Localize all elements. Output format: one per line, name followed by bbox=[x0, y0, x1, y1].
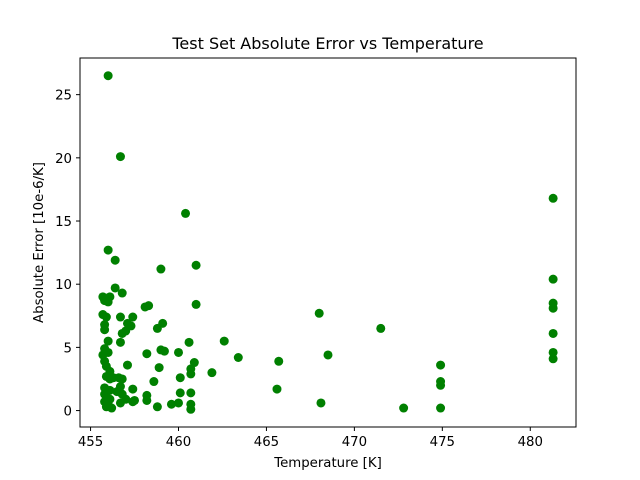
data-point bbox=[184, 337, 194, 347]
data-point bbox=[186, 369, 196, 379]
data-point bbox=[110, 255, 120, 265]
data-point bbox=[186, 388, 196, 398]
data-point bbox=[117, 288, 127, 298]
data-point bbox=[152, 402, 162, 412]
x-tick-label: 455 bbox=[78, 435, 103, 450]
data-point bbox=[144, 301, 154, 311]
y-tick-label: 5 bbox=[64, 341, 72, 356]
data-point bbox=[376, 323, 386, 333]
data-point bbox=[126, 321, 136, 331]
x-tick-label: 470 bbox=[342, 435, 367, 450]
data-point bbox=[110, 283, 120, 293]
y-tick-label: 15 bbox=[55, 215, 72, 230]
data-point bbox=[233, 353, 243, 362]
data-point bbox=[142, 395, 152, 405]
x-tick-label: 460 bbox=[166, 435, 191, 450]
plot-frame bbox=[79, 57, 577, 428]
data-point bbox=[101, 312, 111, 322]
data-point bbox=[117, 374, 127, 384]
data-point bbox=[174, 347, 183, 357]
x-axis-label: Temperature [K] bbox=[273, 456, 382, 471]
x-tick-label: 475 bbox=[430, 435, 455, 450]
data-point bbox=[186, 404, 196, 414]
points-layer bbox=[98, 71, 558, 414]
data-point bbox=[548, 303, 558, 313]
data-point bbox=[207, 368, 217, 378]
data-point bbox=[103, 71, 113, 81]
data-point bbox=[107, 403, 117, 413]
data-point bbox=[122, 360, 132, 370]
chart-title: Test Set Absolute Error vs Temperature bbox=[171, 34, 483, 53]
data-point bbox=[191, 260, 201, 270]
x-axis-ticks: 455 460 465 470 475 480 bbox=[78, 427, 543, 450]
data-point bbox=[166, 399, 176, 409]
data-point bbox=[274, 356, 284, 366]
data-point bbox=[115, 312, 125, 322]
data-point bbox=[436, 403, 446, 413]
data-point bbox=[128, 397, 138, 407]
y-tick-label: 0 bbox=[64, 405, 72, 420]
data-point bbox=[100, 325, 110, 335]
data-point bbox=[128, 312, 138, 322]
data-point bbox=[159, 346, 169, 356]
y-tick-label: 10 bbox=[55, 278, 72, 293]
data-point bbox=[316, 398, 326, 408]
data-point bbox=[548, 274, 558, 284]
data-point bbox=[103, 336, 113, 346]
data-point bbox=[115, 337, 125, 347]
data-point bbox=[154, 363, 164, 373]
y-tick-label: 25 bbox=[55, 89, 72, 104]
data-point bbox=[149, 377, 159, 387]
data-point bbox=[548, 328, 558, 338]
y-tick-label: 20 bbox=[55, 152, 72, 167]
data-point bbox=[128, 384, 138, 394]
data-point bbox=[399, 403, 409, 413]
data-point bbox=[175, 373, 185, 383]
data-point bbox=[436, 380, 446, 390]
x-tick-label: 480 bbox=[518, 435, 543, 450]
data-point bbox=[158, 318, 168, 328]
data-point bbox=[323, 350, 333, 360]
data-point bbox=[548, 347, 558, 357]
data-point bbox=[174, 398, 183, 408]
data-point bbox=[142, 349, 152, 359]
data-point bbox=[115, 152, 125, 162]
x-tick-label: 465 bbox=[254, 435, 279, 450]
data-point bbox=[103, 245, 113, 255]
data-point bbox=[272, 384, 282, 394]
data-point bbox=[548, 193, 558, 203]
data-point bbox=[156, 264, 166, 274]
data-point bbox=[175, 388, 185, 398]
data-point bbox=[181, 208, 191, 218]
data-point bbox=[548, 354, 558, 364]
y-axis-label: Absolute Error [10e-6/K] bbox=[32, 162, 47, 323]
y-axis-ticks: 0 5 10 15 20 25 bbox=[55, 89, 80, 420]
data-point bbox=[219, 336, 229, 346]
data-point bbox=[115, 398, 125, 408]
data-point bbox=[191, 299, 201, 309]
data-point bbox=[436, 360, 446, 370]
data-point bbox=[103, 347, 113, 357]
data-point bbox=[314, 308, 324, 318]
data-point bbox=[103, 297, 113, 307]
